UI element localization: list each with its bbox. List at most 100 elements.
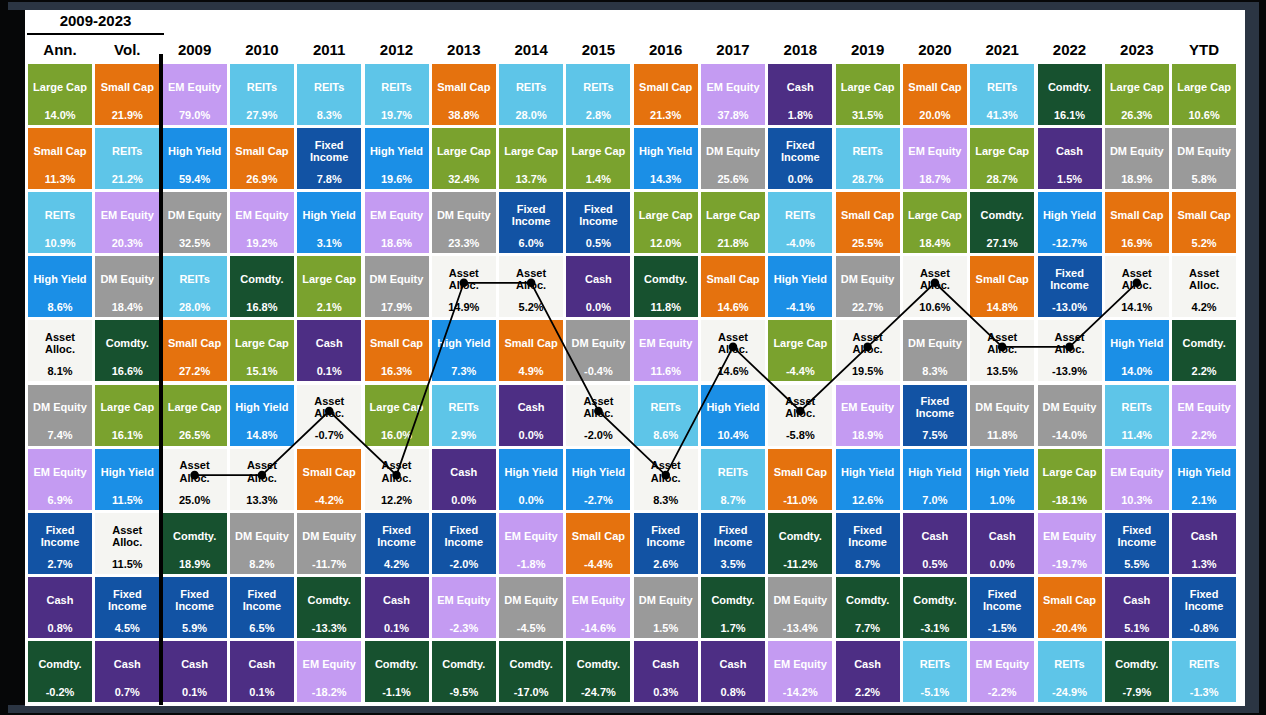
return-cell: Comdty.16.8% (230, 256, 294, 317)
return-cell: Comdty.-3.1% (903, 577, 967, 638)
return-cell: Fixed Income0.0% (768, 128, 832, 189)
asset-label: DM Equity (28, 385, 92, 430)
return-value: -1.3% (1172, 686, 1236, 702)
return-cell: Comdty.-7.9% (1105, 641, 1169, 702)
return-value: 11.6% (634, 365, 698, 381)
return-cell: Cash0.0% (566, 256, 630, 317)
asset-label: Small Cap (499, 320, 563, 365)
asset-label: High Yield (230, 385, 294, 430)
return-value: -20.4% (1038, 622, 1102, 638)
asset-label: Cash (432, 449, 496, 494)
asset-label: Asset Alloc. (230, 449, 294, 494)
asset-label: Fixed Income (566, 192, 630, 237)
return-cell: EM Equity19.2% (230, 192, 294, 253)
return-value: 18.9% (836, 429, 900, 445)
return-cell: EM Equity20.3% (95, 192, 159, 253)
return-cell: Large Cap16.0% (365, 385, 429, 446)
asset-label: EM Equity (297, 641, 361, 686)
asset-label: EM Equity (95, 192, 159, 237)
return-value: 18.4% (903, 237, 967, 253)
return-value: 25.0% (163, 494, 227, 510)
asset-label: Cash (701, 641, 765, 686)
asset-label: Comdty. (701, 577, 765, 622)
asset-label: Small Cap (365, 320, 429, 365)
return-value: 1.8% (768, 109, 832, 125)
asset-label: Cash (1172, 513, 1236, 558)
asset-label: Comdty. (28, 641, 92, 686)
return-value: 14.0% (1105, 365, 1169, 381)
return-value: -4.4% (566, 558, 630, 574)
asset-label: REITs (1038, 641, 1102, 686)
return-value: 21.8% (701, 237, 765, 253)
return-cell: Cash0.3% (634, 641, 698, 702)
return-value: -4.1% (768, 301, 832, 317)
return-cell: Comdty.2.2% (1172, 320, 1236, 381)
return-cell: Asset Alloc.25.0% (163, 449, 227, 510)
return-value: 8.3% (903, 365, 967, 381)
return-value: -14.0% (1038, 429, 1102, 445)
asset-label: Small Cap (566, 513, 630, 558)
asset-label: EM Equity (1105, 449, 1169, 494)
return-value: 21.9% (95, 109, 159, 125)
return-value: 1.5% (1038, 173, 1102, 189)
return-value: -1.8% (499, 558, 563, 574)
return-cell: EM Equity6.9% (28, 449, 92, 510)
return-cell: DM Equity25.6% (701, 128, 765, 189)
return-value: 8.7% (701, 494, 765, 510)
asset-label: Fixed Income (163, 577, 227, 622)
return-value: 14.8% (230, 429, 294, 445)
return-cell: Cash0.0% (499, 385, 563, 446)
return-cell: High Yield-4.1% (768, 256, 832, 317)
return-cell: Fixed Income4.5% (95, 577, 159, 638)
asset-label: Asset Alloc. (634, 449, 698, 494)
return-value: 11.8% (634, 301, 698, 317)
return-cell: Comdty.-0.2% (28, 641, 92, 702)
asset-label: DM Equity (95, 256, 159, 301)
return-value: -17.0% (499, 686, 563, 702)
return-value: -24.7% (566, 686, 630, 702)
return-cell: Cash1.8% (768, 64, 832, 125)
return-cell: High Yield8.6% (28, 256, 92, 317)
asset-label: REITs (163, 256, 227, 301)
return-cell: Large Cap14.0% (28, 64, 92, 125)
return-cell: High Yield-2.7% (566, 449, 630, 510)
return-cell: DM Equity-11.7% (297, 513, 361, 574)
return-value: -2.3% (432, 622, 496, 638)
return-value: 19.2% (230, 237, 294, 253)
return-cell: REITs28.0% (163, 256, 227, 317)
asset-label: Comdty. (230, 256, 294, 301)
return-cell: Asset Alloc.11.5% (95, 513, 159, 574)
asset-label: EM Equity (903, 128, 967, 173)
return-cell: DM Equity22.7% (836, 256, 900, 317)
return-value: -5.1% (903, 686, 967, 702)
column-header: 2023 (1105, 41, 1169, 59)
return-cell: EM Equity-14.2% (768, 641, 832, 702)
asset-label: Cash (163, 641, 227, 686)
return-cell: Cash0.0% (432, 449, 496, 510)
asset-label: Cash (903, 513, 967, 558)
asset-label: Fixed Income (230, 577, 294, 622)
asset-label: High Yield (499, 449, 563, 494)
return-value: 11.5% (95, 558, 159, 574)
return-value: 13.3% (230, 494, 294, 510)
return-cell: Small Cap4.9% (499, 320, 563, 381)
asset-label: Small Cap (701, 256, 765, 301)
asset-label: Small Cap (903, 64, 967, 109)
return-value: 38.8% (432, 109, 496, 125)
asset-label: DM Equity (365, 256, 429, 301)
return-value: 14.0% (28, 109, 92, 125)
frame-bottom (8, 705, 1259, 713)
return-value: 16.9% (1105, 237, 1169, 253)
asset-label: Large Cap (1172, 64, 1236, 109)
return-value: -2.0% (566, 429, 630, 445)
return-cell: High Yield19.6% (365, 128, 429, 189)
return-cell: Asset Alloc.10.6% (903, 256, 967, 317)
return-value: 5.8% (1172, 173, 1236, 189)
return-value: 2.1% (1172, 494, 1236, 510)
return-value: 8.7% (836, 558, 900, 574)
asset-label: Large Cap (499, 128, 563, 173)
column-header: 2022 (1038, 41, 1102, 59)
return-cell: Small Cap27.2% (163, 320, 227, 381)
return-cell: REITs-1.3% (1172, 641, 1236, 702)
return-value: -13.4% (768, 622, 832, 638)
